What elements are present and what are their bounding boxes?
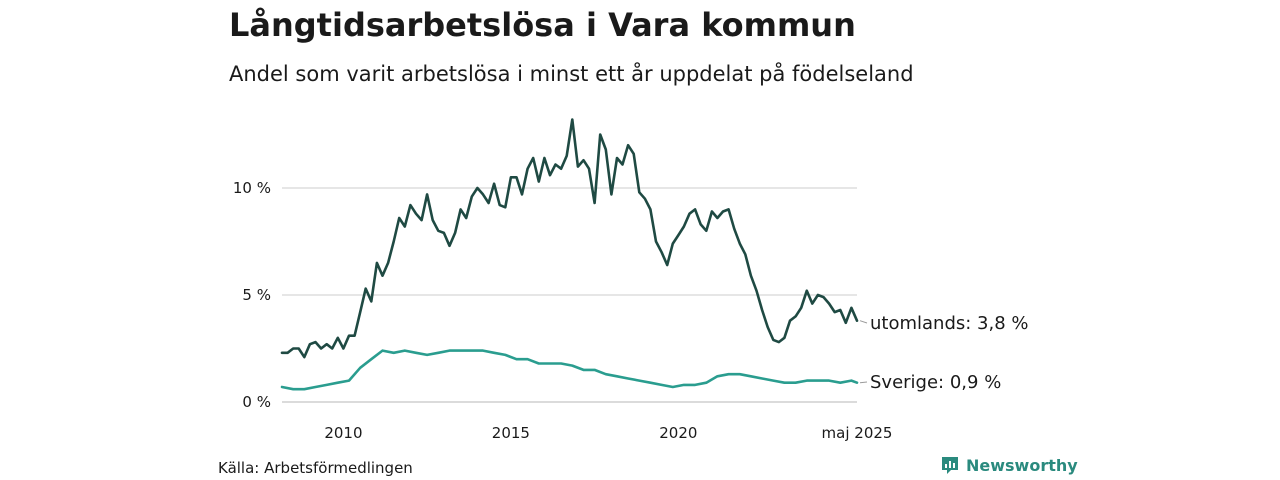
chart-title: Långtidsarbetslösa i Vara kommun	[229, 6, 856, 44]
series-end-label: Sverige: 0,9 %	[870, 372, 1001, 393]
x-tick-label: 2010	[324, 424, 362, 442]
series-end-labels: utomlands: 3,8 % Sverige: 0,9 %	[859, 313, 1029, 393]
bar-chart-icon	[942, 457, 958, 474]
x-tick-label: 2015	[492, 424, 530, 442]
series-line-sverige	[280, 349, 859, 391]
series-line-utomlands	[280, 118, 859, 359]
series-lines	[280, 118, 859, 391]
gridlines	[282, 187, 857, 403]
x-tick-label: 2020	[659, 424, 697, 442]
x-axis-ticks: 2010 2015 2020 maj 2025	[324, 424, 892, 442]
x-tick-label: maj 2025	[822, 424, 893, 442]
chart-subtitle: Andel som varit arbetslösa i minst ett å…	[229, 62, 914, 86]
label-connector	[859, 381, 868, 384]
source-note: Källa: Arbetsförmedlingen	[218, 459, 413, 477]
y-axis-ticks: 0 % 5 % 10 %	[233, 179, 271, 411]
y-tick-label: 0 %	[242, 393, 271, 411]
brand-name: Newsworthy	[966, 455, 1078, 475]
y-tick-label: 5 %	[242, 286, 271, 304]
label-connector	[859, 320, 868, 324]
series-end-label: utomlands: 3,8 %	[870, 313, 1029, 334]
brand-logo[interactable]: Newsworthy	[940, 455, 1078, 475]
y-tick-label: 10 %	[233, 179, 271, 197]
